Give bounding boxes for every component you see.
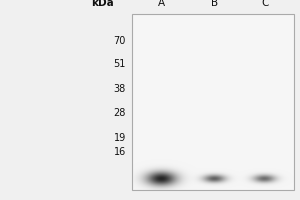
Text: B: B (211, 0, 218, 8)
Text: 38: 38 (114, 84, 126, 94)
Text: A: A (158, 0, 165, 8)
Text: kDa: kDa (91, 0, 113, 8)
Bar (132, 14, 294, 190)
Text: 19: 19 (114, 133, 126, 143)
Text: 28: 28 (114, 108, 126, 118)
Text: 16: 16 (114, 147, 126, 157)
Text: 70: 70 (114, 36, 126, 46)
Text: 51: 51 (114, 59, 126, 69)
Text: C: C (261, 0, 268, 8)
